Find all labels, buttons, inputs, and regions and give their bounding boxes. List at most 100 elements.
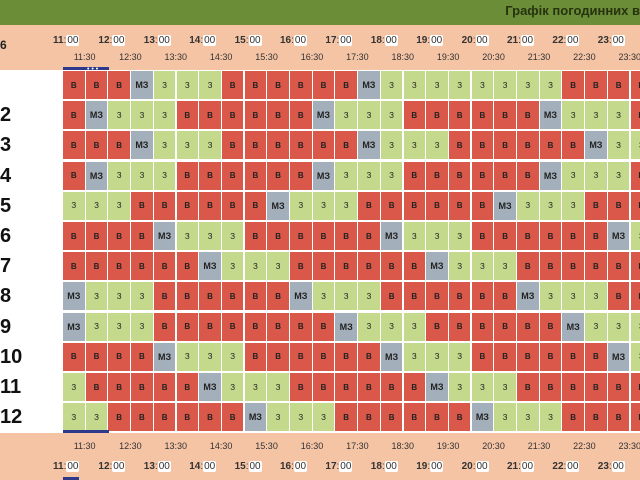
schedule-cell: В [539,342,562,371]
schedule-cell: З [494,403,516,432]
minute-value: 00 [203,461,217,472]
schedule-cell: В [448,161,471,190]
schedule-cell: В [290,131,312,160]
schedule-cell: В [131,342,153,371]
schedule-cell: В [290,342,312,371]
schedule-cell: МЗ [426,252,448,281]
hour-value: 21 [507,461,519,472]
schedule-cell: МЗ [358,131,380,160]
schedule-cell: В [63,252,85,281]
hour-tick-label: 14:00 [189,35,217,46]
schedule-cell: В [380,373,403,401]
schedule-cell: В [199,101,221,130]
hour-value: 18 [370,461,382,472]
schedule-cell: В [131,403,153,432]
hour-tick-label: 11:00 [53,35,80,46]
schedule-cell: З [517,403,539,432]
schedule-cell: МЗ [199,252,221,281]
schedule-cell: В [494,342,516,371]
half-hour-label: 14:30 [209,52,233,62]
minute-value: 00 [66,461,80,472]
schedule-cell: В [199,282,221,311]
half-hour-label: 23:30 [618,441,640,451]
schedule-cell: З [244,252,267,281]
schedule-cell: З [153,71,176,99]
schedule-cell: В [335,342,357,371]
half-hour-axis-top: 11:30 12:30 13:30 14:30 15:30 16:30 17:30 18:30… [0,52,640,66]
schedule-cell: МЗ [426,373,448,401]
schedule-cell: В [562,252,584,281]
schedule-cell: З [244,373,267,401]
hour-value: 20 [461,35,473,46]
schedule-cell: В [335,403,357,432]
schedule-cell: В [267,312,289,341]
schedule-cell: З [471,373,494,401]
schedule-cell: В [63,71,85,99]
schedule-cell: В [63,101,85,130]
minute-value: 00 [293,461,308,472]
schedule-cell: В [630,282,640,311]
schedule-cell: З [176,222,199,250]
schedule-cell: З [312,282,335,311]
half-hour-label: 13:30 [164,52,188,62]
row-labels: 2 3 4 5 6 7 8 9 10 11 12 [0,70,63,433]
schedule-cell: МЗ [539,101,562,130]
schedule-cell: В [267,71,289,99]
schedule-cell: В [335,131,357,160]
schedule-cell: В [630,161,640,190]
schedule-cell: МЗ [335,312,357,341]
schedule-cell: В [585,71,607,99]
schedule-cell: В [403,191,426,220]
schedule-cell: В [108,131,130,160]
hour-tick-label: 19:00 [416,35,444,46]
hour-value: 22 [552,35,564,46]
schedule-cell: В [335,222,357,250]
hour-value: 12 [98,35,110,46]
hour-value: 17 [325,461,337,472]
half-hour-label: 16:30 [300,441,324,451]
schedule-cell: В [539,222,562,250]
minute-value: 00 [157,461,171,472]
schedule-cell: В [153,403,176,432]
schedule-cell: З [108,282,130,311]
schedule-cell: В [176,282,199,311]
row-label: 3 [0,134,12,157]
schedule-cell: З [335,191,357,220]
schedule-cell: З [426,342,448,371]
schedule-cell: МЗ [380,222,403,250]
schedule-cell: В [108,222,130,250]
half-hour-label: 16:30 [300,52,324,62]
schedule-cell: В [403,373,426,401]
schedule-cell: З [585,161,607,190]
schedule-cell: З [426,71,448,99]
schedule-cell: З [539,282,562,311]
minute-value: 00 [157,35,171,46]
minute-value: 00 [248,461,262,472]
schedule-cell: В [244,342,267,371]
minute-value: 00 [339,35,353,46]
schedule-cell: МЗ [312,101,335,130]
schedule-cell: В [494,222,516,250]
schedule-cell: МЗ [562,312,584,341]
schedule-cell: В [85,131,108,160]
schedule-cell: В [517,161,539,190]
schedule-cell: В [517,101,539,130]
schedule-cell: В [153,252,176,281]
schedule-cell: З [335,161,357,190]
row-label: 7 [0,255,12,278]
schedule-cell: З [630,131,640,160]
schedule-cell: З [267,373,289,401]
schedule-cell: В [290,222,312,250]
hour-tick-label: 13:00 [143,35,171,46]
hour-tick-label: 22:00 [552,461,580,472]
schedule-cell: З [494,71,516,99]
minute-value: 00 [384,461,398,472]
current-time-bar-footer [63,477,79,480]
schedule-cell: В [199,191,221,220]
schedule-cell: З [85,403,108,432]
hour-value: 20 [461,461,473,472]
schedule-cell: МЗ [153,342,176,371]
schedule-cell: З [448,252,471,281]
schedule-cell: В [108,403,130,432]
minute-value: 00 [112,461,126,472]
